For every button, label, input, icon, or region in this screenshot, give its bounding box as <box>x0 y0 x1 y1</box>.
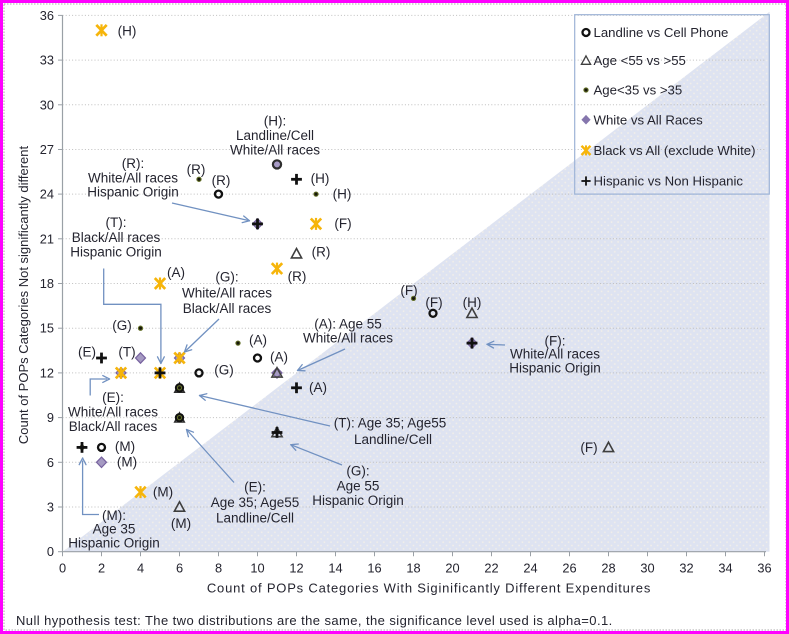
svg-text:(T):: (T): <box>106 215 127 230</box>
svg-text:White/All races: White/All races <box>510 347 600 362</box>
svg-text:8: 8 <box>215 561 222 576</box>
svg-text:20: 20 <box>445 561 459 576</box>
svg-text:Black/All races: Black/All races <box>183 301 272 316</box>
svg-text:(H): (H) <box>311 171 330 186</box>
svg-text:12: 12 <box>289 561 303 576</box>
svg-text:30: 30 <box>640 561 654 576</box>
svg-text:Age 55: Age 55 <box>337 478 380 493</box>
svg-text:15: 15 <box>40 321 54 336</box>
svg-text:(G):: (G): <box>215 270 238 285</box>
svg-text:18: 18 <box>406 561 420 576</box>
svg-text:White/All races: White/All races <box>303 331 393 346</box>
svg-text:Count of POPs Categories With: Count of POPs Categories With Siginifica… <box>207 581 651 596</box>
svg-text:Age 35: Age 35 <box>93 522 136 537</box>
svg-text:24: 24 <box>523 561 537 576</box>
svg-text:0: 0 <box>47 544 54 559</box>
svg-text:26: 26 <box>562 561 576 576</box>
svg-text:27: 27 <box>40 142 54 157</box>
svg-text:Hispanic Origin: Hispanic Origin <box>87 185 179 200</box>
svg-text:16: 16 <box>367 561 381 576</box>
svg-text:(F): (F) <box>425 295 442 310</box>
svg-text:6: 6 <box>176 561 183 576</box>
svg-text:Count of POPs Categories Not s: Count of POPs Categories Not significant… <box>16 146 31 445</box>
svg-text:Age<35 vs >35: Age<35 vs >35 <box>594 83 683 98</box>
svg-text:6: 6 <box>47 455 54 470</box>
svg-text:(F):: (F): <box>545 333 566 348</box>
svg-text:14: 14 <box>328 561 342 576</box>
svg-text:White/All races: White/All races <box>88 170 178 185</box>
svg-text:Landline/Cell: Landline/Cell <box>216 510 294 525</box>
svg-text:Hispanic Origin: Hispanic Origin <box>68 536 160 551</box>
svg-text:22: 22 <box>484 561 498 576</box>
svg-text:36: 36 <box>757 561 771 576</box>
svg-text:(F): (F) <box>400 283 417 298</box>
svg-text:Black/All races: Black/All races <box>72 230 161 245</box>
svg-text:(H): (H) <box>333 187 352 202</box>
svg-text:10: 10 <box>250 561 264 576</box>
svg-text:(H): (H) <box>463 295 482 310</box>
svg-text:Black/All races: Black/All races <box>69 419 158 434</box>
svg-text:(R): (R) <box>187 162 206 177</box>
svg-text:White vs All Races: White vs All Races <box>594 112 704 127</box>
svg-text:24: 24 <box>40 187 54 202</box>
svg-text:34: 34 <box>718 561 732 576</box>
svg-text:(R): (R) <box>312 245 331 260</box>
svg-text:(R): (R) <box>212 173 231 188</box>
svg-text:Landline/Cell: Landline/Cell <box>236 128 314 143</box>
svg-text:(H):: (H): <box>264 113 287 128</box>
svg-text:(M): (M) <box>115 439 135 454</box>
svg-text:Age 35; Age55: Age 35; Age55 <box>211 495 300 510</box>
svg-text:(A): (A) <box>309 380 327 395</box>
svg-text:33: 33 <box>40 53 54 68</box>
svg-text:30: 30 <box>40 97 54 112</box>
svg-text:4: 4 <box>137 561 144 576</box>
svg-text:Landline/Cell: Landline/Cell <box>354 432 432 447</box>
svg-text:32: 32 <box>679 561 693 576</box>
svg-text:(F): (F) <box>580 440 597 455</box>
svg-text:(M):: (M): <box>102 508 126 523</box>
svg-text:(E): (E) <box>78 345 96 360</box>
svg-text:(T): Age 35; Age55: (T): Age 35; Age55 <box>334 415 447 430</box>
svg-text:(A): (A) <box>270 350 288 365</box>
svg-text:18: 18 <box>40 276 54 291</box>
svg-text:28: 28 <box>601 561 615 576</box>
svg-text:Null hypothesis test: The two: Null hypothesis test: The two distributi… <box>16 613 613 628</box>
svg-text:21: 21 <box>40 231 54 246</box>
svg-text:(A): (A) <box>249 333 267 348</box>
svg-text:(G): (G) <box>214 363 234 378</box>
svg-text:(R): (R) <box>288 269 307 284</box>
svg-text:(E):: (E): <box>244 479 266 494</box>
svg-text:Hispanic Origin: Hispanic Origin <box>312 493 404 508</box>
svg-text:(R):: (R): <box>122 156 145 171</box>
svg-text:(G): (G) <box>112 318 132 333</box>
svg-text:White/All races: White/All races <box>68 405 158 420</box>
svg-text:3: 3 <box>47 500 54 515</box>
svg-text:White/All races: White/All races <box>182 286 272 301</box>
svg-text:(T): (T) <box>118 345 135 360</box>
svg-text:White/All races: White/All races <box>230 143 320 158</box>
svg-text:2: 2 <box>98 561 105 576</box>
svg-text:Hispanic Origin: Hispanic Origin <box>70 244 162 259</box>
svg-text:(G):: (G): <box>346 463 369 478</box>
svg-text:(M): (M) <box>117 455 137 470</box>
svg-text:Landline vs Cell Phone: Landline vs Cell Phone <box>594 25 729 40</box>
svg-text:(M): (M) <box>153 485 173 500</box>
svg-text:(E):: (E): <box>102 390 124 405</box>
svg-text:12: 12 <box>40 365 54 380</box>
svg-text:(F): (F) <box>334 216 351 231</box>
svg-text:Black vs All (exclude White): Black vs All (exclude White) <box>594 143 756 158</box>
svg-text:(A): Age 55: (A): Age 55 <box>314 316 382 331</box>
svg-text:(M): (M) <box>171 516 191 531</box>
svg-text:Age <55 vs >55: Age <55 vs >55 <box>594 53 686 68</box>
svg-text:Hispanic vs Non Hispanic: Hispanic vs Non Hispanic <box>594 174 744 189</box>
svg-text:9: 9 <box>47 410 54 425</box>
svg-text:(H): (H) <box>118 24 137 39</box>
svg-text:(A): (A) <box>167 265 185 280</box>
svg-text:36: 36 <box>40 8 54 23</box>
svg-text:0: 0 <box>59 561 66 576</box>
svg-text:Hispanic Origin: Hispanic Origin <box>509 361 601 376</box>
